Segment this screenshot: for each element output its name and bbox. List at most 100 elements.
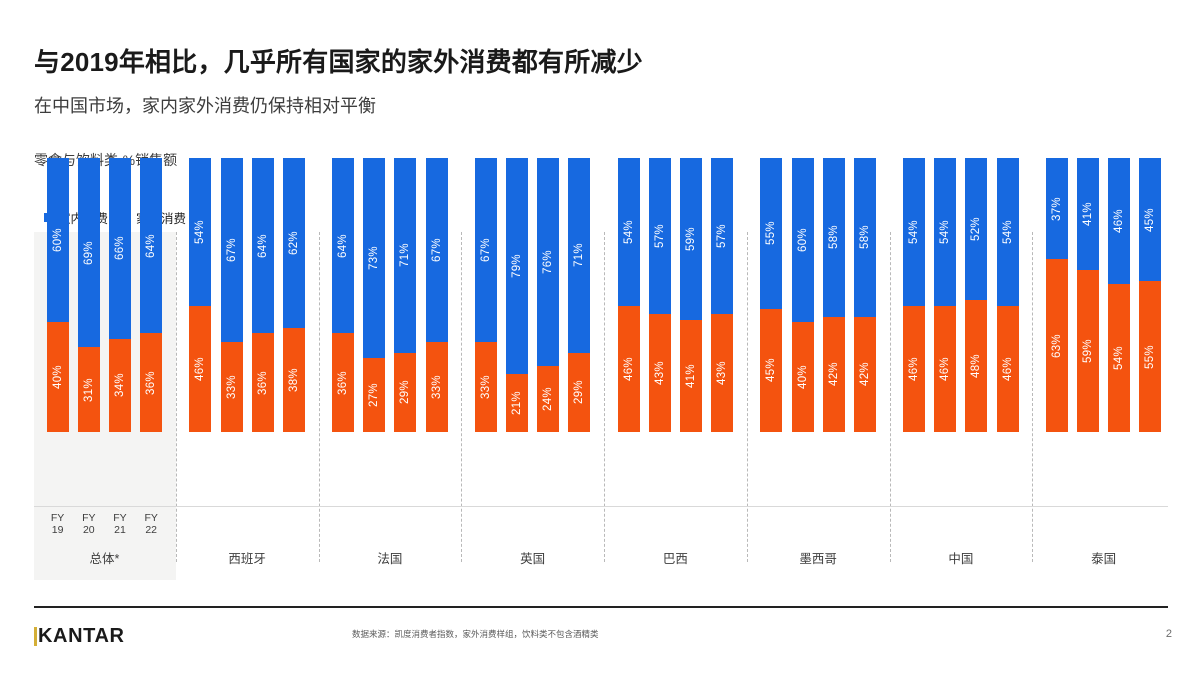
bar-value-out-of-home: 40% [51, 365, 64, 390]
group-divider [746, 232, 748, 562]
bar-总体*-FY21[interactable]: 66% 34% [108, 158, 131, 432]
bar-中国-FY20[interactable]: 54% 46% [934, 158, 957, 432]
bar-中国-FY22[interactable]: 54% 46% [996, 158, 1019, 432]
bar-value-in-home: 64% [145, 233, 158, 258]
bar-西班牙-FY20[interactable]: 67% 33% [220, 158, 243, 432]
bar-英国-FY22[interactable]: 71% 29% [568, 158, 591, 432]
period-label-FY21: FY 21 [105, 512, 135, 536]
bar-segment-out-of-home: 48% [965, 300, 988, 432]
bar-segment-in-home: 67% [474, 158, 497, 342]
bar-value-in-home: 67% [430, 237, 443, 262]
bar-segment-in-home: 66% [108, 158, 131, 339]
bar-总体*-FY22[interactable]: 64% 36% [140, 158, 163, 432]
period-label-line: FY [144, 512, 158, 524]
bar-法国-FY20[interactable]: 73% 27% [363, 158, 386, 432]
bar-segment-out-of-home: 54% [1108, 284, 1131, 432]
group-label-巴西: 巴西 [662, 552, 688, 566]
bar-value-out-of-home: 63% [1050, 333, 1063, 358]
bar-segment-in-home: 41% [1077, 158, 1100, 271]
bar-泰国-FY20[interactable]: 41% 59% [1077, 158, 1100, 432]
bar-segment-in-home: 46% [1108, 158, 1131, 285]
bar-英国-FY19[interactable]: 67% 33% [474, 158, 497, 432]
bar-value-out-of-home: 48% [970, 354, 983, 379]
bar-总体*-FY19[interactable]: 60% 40% [46, 158, 69, 432]
bar-segment-out-of-home: 36% [140, 333, 163, 432]
bar-中国-FY21[interactable]: 52% 48% [965, 158, 988, 432]
bar-value-out-of-home: 46% [908, 357, 921, 381]
bar-value-in-home: 67% [479, 237, 492, 262]
bar-巴西-FY21[interactable]: 59% 41% [679, 158, 702, 432]
bar-总体*-FY20[interactable]: 69% 31% [77, 158, 100, 432]
bar-墨西哥-FY21[interactable]: 58% 42% [822, 158, 845, 432]
bar-segment-out-of-home: 55% [1139, 281, 1162, 432]
bar-segment-in-home: 54% [903, 158, 926, 306]
bar-segment-in-home: 67% [425, 158, 448, 342]
bar-墨西哥-FY19[interactable]: 55% 45% [760, 158, 783, 432]
bar-value-out-of-home: 27% [368, 383, 381, 407]
bar-value-out-of-home: 43% [716, 361, 729, 386]
bar-segment-out-of-home: 46% [996, 305, 1019, 432]
chart-baseline [34, 506, 1168, 507]
bar-value-in-home: 41% [1082, 202, 1095, 227]
bar-value-in-home: 71% [399, 243, 412, 268]
bar-segment-in-home: 45% [1139, 158, 1162, 282]
bar-segment-in-home: 64% [140, 158, 163, 334]
period-label-line: 22 [145, 524, 157, 536]
bar-value-out-of-home: 33% [430, 374, 443, 399]
bar-value-in-home: 57% [653, 224, 666, 249]
bar-segment-out-of-home: 29% [394, 352, 417, 432]
bar-segment-in-home: 79% [506, 158, 529, 375]
bar-墨西哥-FY22[interactable]: 58% 42% [853, 158, 876, 432]
bar-value-out-of-home: 24% [542, 387, 555, 412]
bar-巴西-FY22[interactable]: 57% 43% [711, 158, 734, 432]
logo-text: KANTAR [38, 625, 125, 647]
bar-巴西-FY20[interactable]: 57% 43% [648, 158, 671, 432]
bar-value-in-home: 54% [194, 220, 207, 244]
bar-墨西哥-FY20[interactable]: 60% 40% [791, 158, 814, 432]
bar-西班牙-FY22[interactable]: 62% 38% [282, 158, 305, 432]
page-subtitle: 在中国市场，家内家外消费仍保持相对平衡 [34, 96, 376, 116]
bar-value-in-home: 64% [256, 233, 269, 258]
bar-西班牙-FY21[interactable]: 64% 36% [251, 158, 274, 432]
bar-value-out-of-home: 54% [1113, 346, 1126, 370]
bar-segment-in-home: 76% [537, 158, 560, 367]
bar-法国-FY19[interactable]: 64% 36% [332, 158, 355, 432]
group-divider [318, 232, 320, 562]
bar-法国-FY21[interactable]: 71% 29% [394, 158, 417, 432]
bar-英国-FY21[interactable]: 76% 24% [537, 158, 560, 432]
bar-value-in-home: 54% [939, 220, 952, 244]
bar-巴西-FY19[interactable]: 54% 46% [617, 158, 640, 432]
bar-泰国-FY22[interactable]: 45% 55% [1139, 158, 1162, 432]
bar-value-out-of-home: 33% [479, 374, 492, 399]
bar-segment-in-home: 67% [220, 158, 243, 342]
bar-value-out-of-home: 59% [1082, 339, 1095, 364]
bar-value-in-home: 45% [1144, 207, 1157, 232]
bar-value-out-of-home: 36% [337, 370, 350, 395]
bar-value-out-of-home: 45% [765, 358, 778, 383]
bar-泰国-FY19[interactable]: 37% 63% [1045, 158, 1068, 432]
period-label-FY20: FY 20 [74, 512, 104, 536]
bar-value-out-of-home: 38% [287, 367, 300, 392]
bar-segment-out-of-home: 43% [648, 314, 671, 432]
bar-value-out-of-home: 31% [82, 377, 95, 402]
bar-value-in-home: 54% [908, 220, 921, 244]
bar-segment-in-home: 55% [760, 158, 783, 309]
bar-value-in-home: 66% [113, 236, 126, 261]
group-divider [1032, 232, 1034, 562]
bar-英国-FY20[interactable]: 79% 21% [506, 158, 529, 432]
bar-value-in-home: 79% [511, 254, 524, 279]
group-label-泰国: 泰国 [1091, 552, 1117, 566]
group-label-总体*: 总体* [89, 552, 120, 566]
bar-西班牙-FY19[interactable]: 54% 46% [189, 158, 212, 432]
bar-segment-in-home: 58% [853, 158, 876, 317]
bar-泰国-FY21[interactable]: 46% 54% [1108, 158, 1131, 432]
bar-中国-FY19[interactable]: 54% 46% [903, 158, 926, 432]
bar-value-out-of-home: 33% [225, 374, 238, 399]
group-divider [604, 232, 605, 562]
bar-value-in-home: 69% [82, 240, 95, 265]
bar-value-in-home: 60% [796, 228, 809, 253]
bar-segment-out-of-home: 41% [679, 319, 702, 432]
bar-segment-in-home: 60% [46, 158, 69, 323]
bar-法国-FY22[interactable]: 67% 33% [425, 158, 448, 432]
